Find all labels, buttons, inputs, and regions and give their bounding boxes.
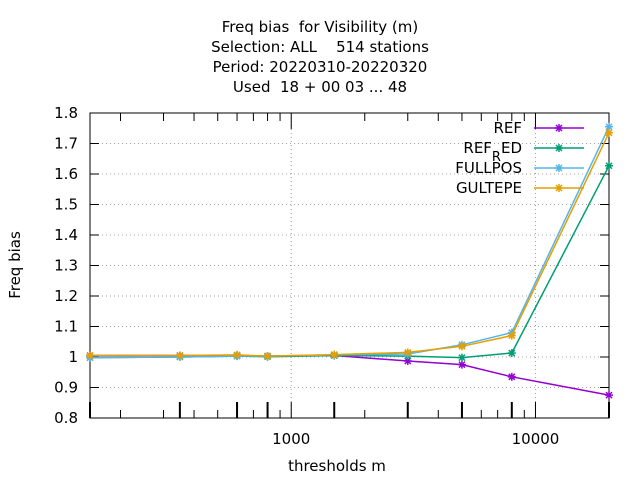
legend-marker [555,184,563,192]
axes: 0.8 0.9 1 1.1 1.2 1.3 1.4 1.5 1.6 1.7 1.8 1000 10000 [54,104,610,448]
y-tick-label: 1.8 [54,104,78,122]
y-tick-label: 1.3 [54,257,78,275]
data-point [605,161,613,170]
chart-title-line-3: Period: 20220310-20220320 [212,58,428,76]
data-point [457,342,466,351]
y-tick-label: 0.9 [54,379,78,397]
y-tick-label: 1.1 [54,318,78,336]
data-point [507,372,516,381]
y-axis-label: Freq bias [6,231,24,299]
data-point [605,391,613,400]
grid-lines [90,113,609,418]
data-point [507,331,516,340]
legend-marker [555,144,563,152]
data-point [330,350,339,359]
legend-entry-fullpos: FULLPOS [455,159,584,177]
legend-label: REFRED [463,139,522,165]
series-line-ref-red [89,165,610,359]
legend-marker [555,164,563,172]
y-tick-label: 1.7 [54,135,78,153]
data-point [457,360,466,369]
plot-frame [89,112,610,419]
x-tick-label: 1000 [272,430,310,448]
data-point [233,350,242,359]
data-point [403,348,412,357]
data-point [263,352,272,361]
series-line-ref [90,354,610,396]
y-tick-label: 1.6 [54,165,78,183]
y-tick-label: 1.5 [54,196,78,214]
legend-label: GULTEPE [456,179,522,197]
data-point [86,351,94,360]
chart-title-line-4: Used 18 + 00 03 ... 48 [232,78,408,96]
legend-entry-gultepe: GULTEPE [456,179,584,197]
chart-title-line-2: Selection: ALL 514 stations [211,38,429,56]
chart-title-line-1: Freq bias for Visibility (m) [221,18,419,36]
x-tick-label: 10000 [512,430,560,448]
y-tick-label: 0.8 [54,409,78,427]
series-line-gultepe [90,132,610,357]
legend-entry-ref: REF [493,119,584,137]
series-lines [86,122,613,400]
legend-marker [555,124,563,132]
y-tick-label: 1.2 [54,287,78,305]
data-point [507,349,516,358]
data-point [457,353,466,362]
series-line-fullpos [89,126,610,359]
y-tick-label: 1.4 [54,226,78,244]
legend-entry-ref-red: REFRED [463,139,584,165]
x-axis-label: thresholds m [288,457,386,475]
data-point [175,351,184,360]
legend-label: FULLPOS [455,159,522,177]
data-point [605,128,613,137]
y-tick-label: 1 [68,348,78,366]
legend-label: REF [493,119,522,137]
